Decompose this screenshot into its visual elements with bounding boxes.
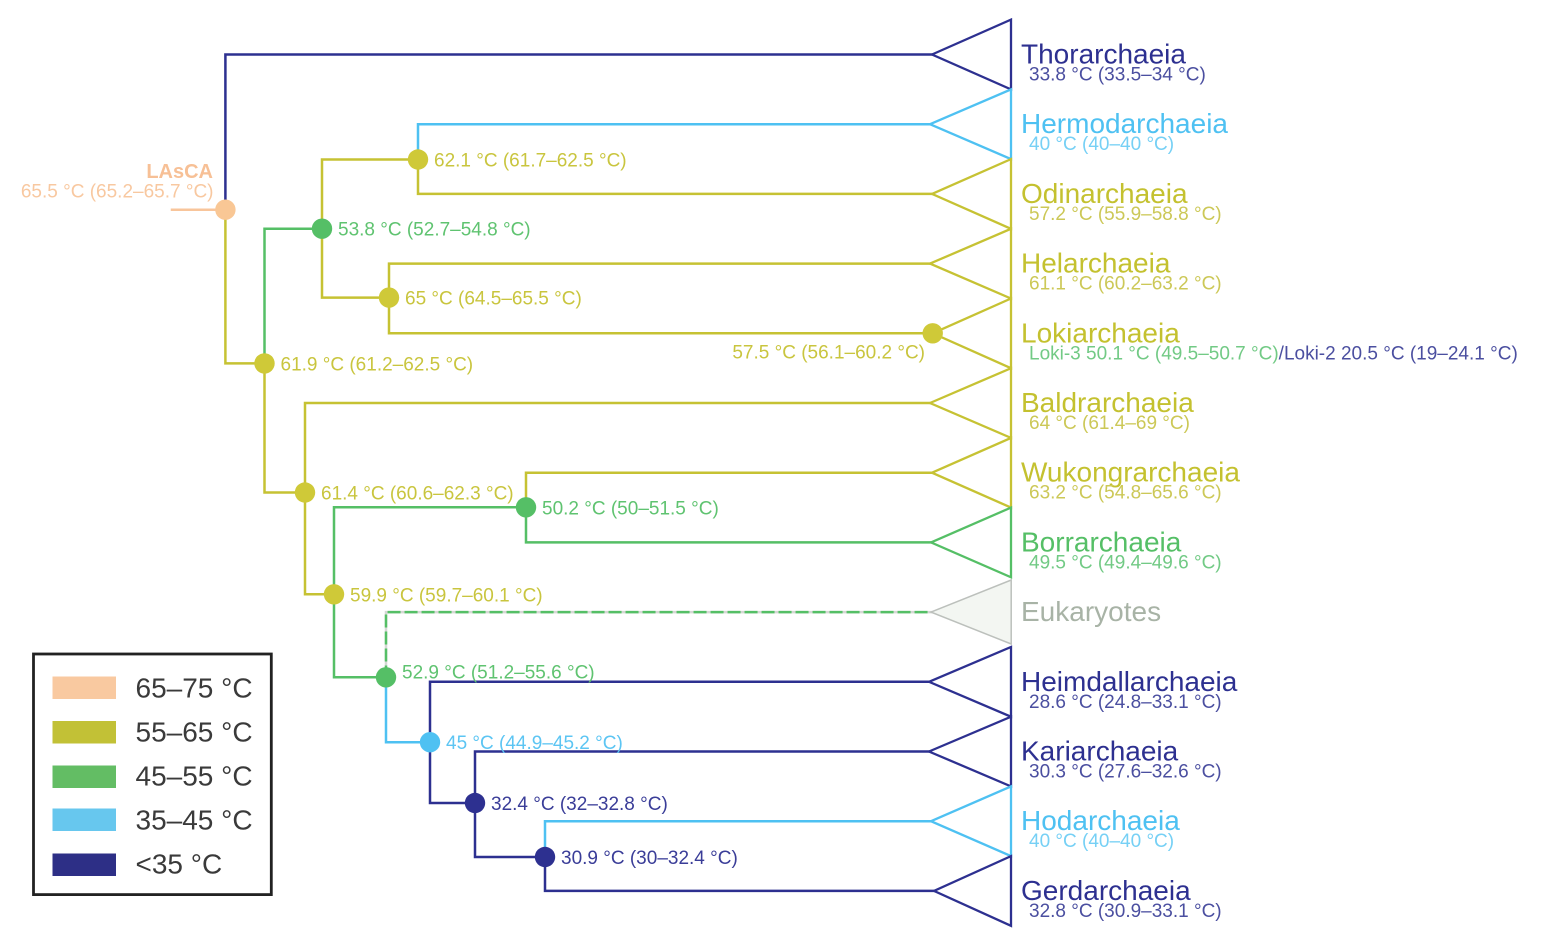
svg-text:40 °C (40–40 °C): 40 °C (40–40 °C): [1029, 134, 1174, 155]
svg-text:55–65 °C: 55–65 °C: [136, 717, 253, 748]
svg-text:50.2 °C (50–51.5 °C): 50.2 °C (50–51.5 °C): [542, 498, 719, 519]
svg-text:LAsCA: LAsCA: [146, 161, 213, 183]
svg-text:Heimdallarchaeia: Heimdallarchaeia: [1021, 666, 1238, 697]
svg-text:57.2 °C (55.9–58.8 °C): 57.2 °C (55.9–58.8 °C): [1029, 204, 1222, 225]
svg-text:64 °C (61.4–69 °C): 64 °C (61.4–69 °C): [1029, 413, 1190, 434]
svg-text:57.5 °C (56.1–60.2 °C): 57.5 °C (56.1–60.2 °C): [732, 342, 925, 363]
svg-text:Eukaryotes: Eukaryotes: [1021, 596, 1161, 627]
svg-text:Loki-3 50.1 °C (49.5–50.7 °C)/: Loki-3 50.1 °C (49.5–50.7 °C)/Loki-2 20.…: [1029, 343, 1518, 364]
svg-text:Odinarchaeia: Odinarchaeia: [1021, 178, 1188, 209]
svg-text:Baldrarchaeia: Baldrarchaeia: [1021, 387, 1194, 418]
svg-text:30.3 °C (27.6–32.6 °C): 30.3 °C (27.6–32.6 °C): [1029, 762, 1222, 783]
svg-text:<35 °C: <35 °C: [136, 849, 223, 880]
svg-text:45–55 °C: 45–55 °C: [136, 761, 253, 792]
svg-text:28.6 °C (24.8–33.1 °C): 28.6 °C (24.8–33.1 °C): [1029, 692, 1222, 713]
svg-text:35–45 °C: 35–45 °C: [136, 805, 253, 836]
svg-text:52.9 °C (51.2–55.6 °C): 52.9 °C (51.2–55.6 °C): [402, 663, 595, 684]
svg-text:61.9 °C (61.2–62.5 °C): 61.9 °C (61.2–62.5 °C): [281, 354, 474, 375]
svg-text:30.9 °C (30–32.4 °C): 30.9 °C (30–32.4 °C): [561, 848, 738, 869]
svg-text:Kariarchaeia: Kariarchaeia: [1021, 736, 1179, 767]
svg-text:61.1 °C (60.2–63.2 °C): 61.1 °C (60.2–63.2 °C): [1029, 274, 1222, 295]
svg-text:Gerdarchaeia: Gerdarchaeia: [1021, 875, 1191, 906]
svg-text:32.8 °C (30.9–33.1 °C): 32.8 °C (30.9–33.1 °C): [1029, 901, 1222, 922]
svg-text:45 °C (44.9–45.2 °C): 45 °C (44.9–45.2 °C): [446, 733, 623, 754]
svg-text:65.5 °C (65.2–65.7 °C): 65.5 °C (65.2–65.7 °C): [21, 182, 214, 203]
svg-text:65 °C (64.5–65.5 °C): 65 °C (64.5–65.5 °C): [405, 289, 582, 310]
svg-text:65–75 °C: 65–75 °C: [136, 673, 253, 704]
svg-text:40 °C (40–40 °C): 40 °C (40–40 °C): [1029, 831, 1174, 852]
svg-text:Lokiarchaeia: Lokiarchaeia: [1021, 317, 1180, 348]
svg-text:49.5 °C (49.4–49.6 °C): 49.5 °C (49.4–49.6 °C): [1029, 552, 1222, 573]
svg-text:Wukongrarchaeia: Wukongrarchaeia: [1021, 457, 1240, 488]
svg-text:53.8 °C (52.7–54.8 °C): 53.8 °C (52.7–54.8 °C): [338, 220, 531, 241]
svg-text:32.4 °C (32–32.8 °C): 32.4 °C (32–32.8 °C): [491, 794, 668, 815]
svg-text:Hermodarchaeia: Hermodarchaeia: [1021, 108, 1228, 139]
svg-text:Borrarchaeia: Borrarchaeia: [1021, 526, 1182, 557]
svg-text:63.2 °C (54.8–65.6 °C): 63.2 °C (54.8–65.6 °C): [1029, 483, 1222, 504]
svg-text:Hodarchaeia: Hodarchaeia: [1021, 805, 1180, 836]
svg-text:59.9 °C (59.7–60.1 °C): 59.9 °C (59.7–60.1 °C): [350, 585, 543, 606]
svg-text:Helarchaeia: Helarchaeia: [1021, 248, 1171, 279]
svg-text:62.1 °C (61.7–62.5 °C): 62.1 °C (61.7–62.5 °C): [434, 151, 627, 172]
svg-text:61.4 °C (60.6–62.3 °C): 61.4 °C (60.6–62.3 °C): [321, 484, 514, 505]
svg-text:33.8 °C (33.5–34 °C): 33.8 °C (33.5–34 °C): [1029, 65, 1206, 86]
svg-text:Thorarchaeia: Thorarchaeia: [1021, 39, 1186, 70]
